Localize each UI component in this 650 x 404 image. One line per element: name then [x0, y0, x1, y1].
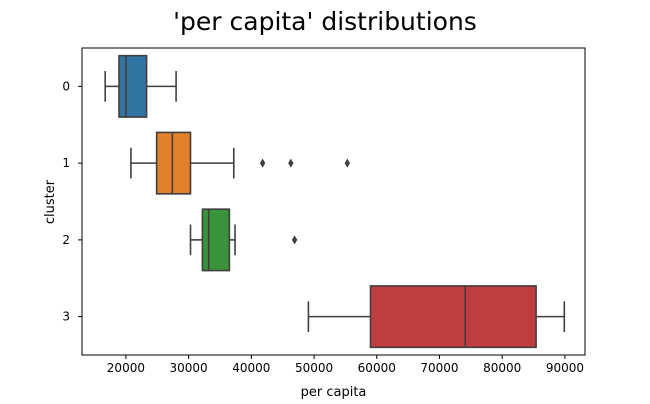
plot-frame: [81, 47, 586, 356]
box-iqr: [369, 285, 537, 349]
outlier-point: [259, 158, 266, 168]
x-tick-label: 90000: [546, 361, 584, 375]
box-cluster-0: [104, 54, 177, 118]
x-tick-label: 50000: [295, 361, 333, 375]
y-tick-label: 0: [62, 79, 70, 93]
box-iqr: [155, 131, 192, 195]
box-cluster-2: [189, 208, 298, 272]
box-iqr: [118, 54, 148, 118]
y-tick-label: 3: [62, 310, 70, 324]
outlier-point: [344, 158, 350, 168]
box-iqr: [201, 208, 231, 272]
box-series: [104, 54, 566, 349]
x-tick-label: 20000: [107, 361, 145, 375]
x-tick-label: 70000: [420, 361, 458, 375]
y-axis-label: cluster: [43, 179, 58, 224]
outlier-point: [288, 158, 294, 168]
axis-ticks: 20000 30000 40000 50000 60000 70000 80000 90000…: [62, 79, 584, 375]
x-tick-label: 60000: [358, 361, 396, 375]
chart-title: 'per capita' distributions: [173, 7, 477, 36]
outlier-point: [291, 235, 298, 245]
y-tick-label: 2: [62, 233, 70, 247]
x-axis-label: per capita: [301, 385, 367, 400]
y-tick-label: 1: [62, 156, 70, 170]
x-tick-label: 80000: [483, 361, 521, 375]
x-tick-label: 30000: [170, 361, 208, 375]
box-cluster-3: [307, 285, 566, 349]
x-tick-label: 40000: [232, 361, 270, 375]
box-cluster-1: [130, 131, 350, 195]
